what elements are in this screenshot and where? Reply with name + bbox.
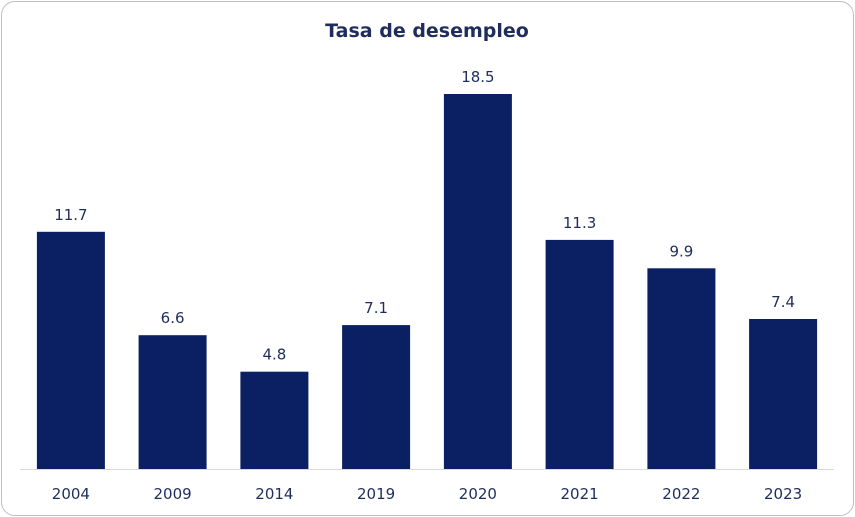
bar-2021 [545, 239, 614, 469]
data-label-2021: 11.3 [563, 214, 596, 232]
data-label-2004: 11.7 [54, 206, 87, 224]
x-tick-2009: 2009 [154, 485, 192, 503]
bar-2022 [647, 268, 716, 469]
data-label-2014: 4.8 [262, 346, 286, 364]
x-tick-2021: 2021 [561, 485, 599, 503]
data-label-2023: 7.4 [771, 293, 795, 311]
chart-title: Tasa de desempleo [325, 20, 529, 42]
data-label-2022: 9.9 [669, 242, 693, 260]
data-label-2009: 6.6 [161, 309, 185, 327]
bar-2023 [749, 319, 818, 469]
x-tick-2019: 2019 [357, 485, 395, 503]
bar-2009 [138, 335, 207, 469]
bar-2020 [443, 94, 512, 469]
x-tick-2004: 2004 [52, 485, 90, 503]
x-tick-2022: 2022 [662, 485, 700, 503]
bar-2019 [342, 325, 411, 469]
data-label-2019: 7.1 [364, 299, 388, 317]
x-tick-2020: 2020 [459, 485, 497, 503]
x-tick-2014: 2014 [255, 485, 293, 503]
bars [36, 94, 818, 469]
x-tick-2023: 2023 [764, 485, 802, 503]
x-tick-labels: 2004 2009 2014 2019 2020 2021 2022 2023 [52, 485, 802, 503]
bar-2014 [240, 371, 309, 469]
data-label-2020: 18.5 [461, 68, 494, 86]
data-labels: 11.7 6.6 4.8 7.1 18.5 11.3 9.9 7.4 [54, 68, 795, 364]
bar-2004 [36, 231, 105, 469]
